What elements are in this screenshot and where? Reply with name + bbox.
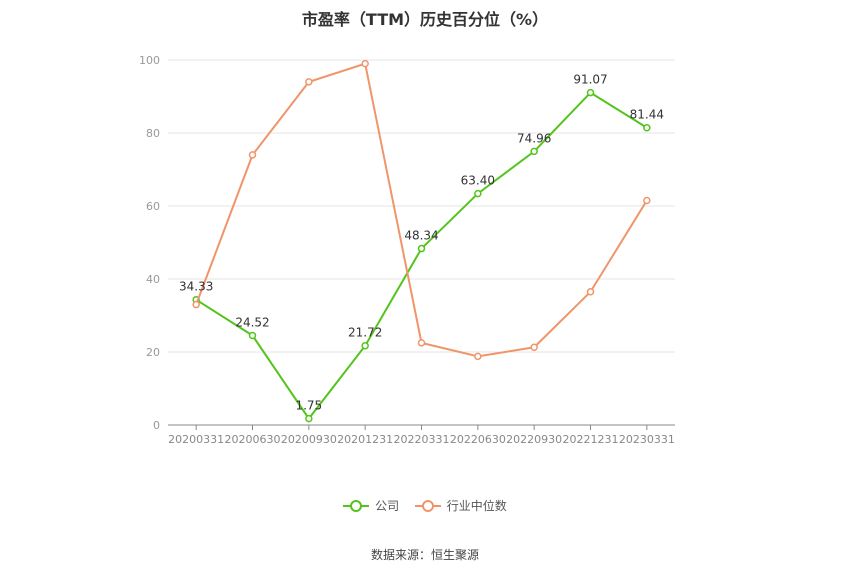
x-tick-label: 20221231 — [563, 433, 619, 446]
series-point-0 — [474, 189, 482, 198]
legend-item-industry-median[interactable]: 行业中位数 — [414, 497, 507, 514]
series-point-0 — [417, 244, 426, 253]
chart-title: 市盈率（TTM）历史百分位（%） — [301, 10, 549, 29]
legend-label-industry-median: 行业中位数 — [446, 499, 507, 513]
data-label: 91.07 — [573, 73, 607, 87]
series-point-0 — [248, 331, 257, 340]
x-tick-label: 20201231 — [337, 433, 393, 446]
x-tick-label: 20220630 — [450, 433, 506, 446]
chart-legend: 公司 行业中位数 — [0, 497, 850, 514]
legend-marker-industry-median — [414, 499, 441, 512]
legend-marker-company — [343, 499, 370, 512]
series-point-1 — [305, 78, 313, 86]
y-tick-label: 0 — [153, 419, 160, 432]
y-tick-label: 20 — [146, 346, 160, 359]
series-point-1 — [417, 339, 426, 347]
y-tick-label: 100 — [139, 54, 160, 67]
y-tick-label: 80 — [146, 127, 160, 140]
series-point-1 — [248, 151, 257, 159]
series-point-1 — [474, 352, 482, 361]
data-label: 1.75 — [295, 399, 322, 413]
data-label: 81.44 — [630, 108, 664, 122]
data-label: 74.96 — [517, 131, 551, 145]
x-tick-label: 20200331 — [168, 433, 224, 446]
series-point-1 — [192, 300, 200, 309]
data-source-note: 数据来源：恒生聚源 — [370, 548, 479, 562]
data-label: 48.34 — [404, 229, 438, 243]
y-tick-label: 40 — [146, 273, 160, 286]
data-label: 34.33 — [179, 280, 213, 294]
series-point-1 — [361, 59, 369, 68]
series-point-1 — [530, 343, 538, 352]
legend-label-company: 公司 — [375, 499, 400, 513]
x-tick-label: 20220930 — [506, 433, 562, 446]
series-point-0 — [305, 414, 313, 423]
series-point-1 — [586, 288, 595, 296]
x-tick-label: 20230331 — [619, 433, 675, 446]
series-point-0 — [586, 88, 595, 97]
data-label: 63.40 — [461, 174, 495, 188]
data-label: 21.72 — [348, 326, 382, 340]
series-point-0 — [530, 147, 538, 156]
data-label: 24.52 — [235, 316, 269, 330]
x-tick-label: 20200630 — [225, 433, 281, 446]
series-line-1 — [195, 62, 648, 358]
x-tick-label: 20200930 — [281, 433, 337, 446]
legend-item-company[interactable]: 公司 — [343, 497, 399, 514]
y-tick-label: 60 — [146, 200, 160, 213]
x-tick-label: 20220331 — [394, 433, 450, 446]
series-point-0 — [361, 341, 369, 350]
series-point-0 — [643, 123, 651, 132]
series-point-1 — [643, 196, 651, 205]
